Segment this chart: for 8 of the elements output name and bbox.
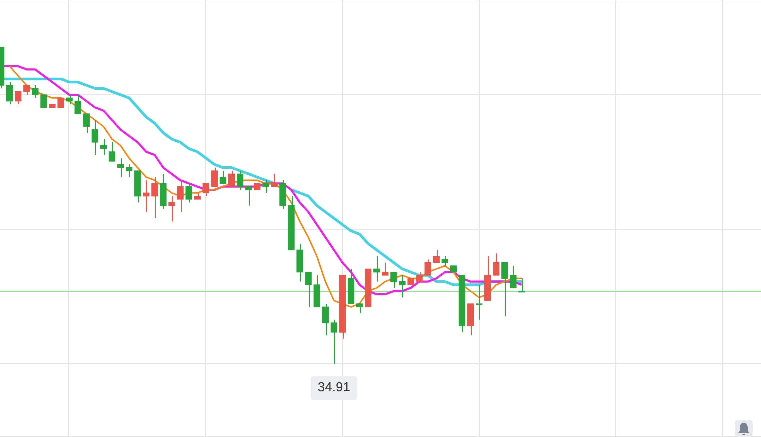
annotation: 34.91 — [318, 380, 350, 395]
candlestick — [518, 278, 526, 293]
candlestick — [177, 180, 184, 213]
candlestick — [254, 183, 261, 190]
candlestick — [476, 284, 483, 320]
candlestick — [450, 266, 458, 273]
candlestick — [186, 183, 192, 204]
candlestick — [510, 266, 517, 289]
